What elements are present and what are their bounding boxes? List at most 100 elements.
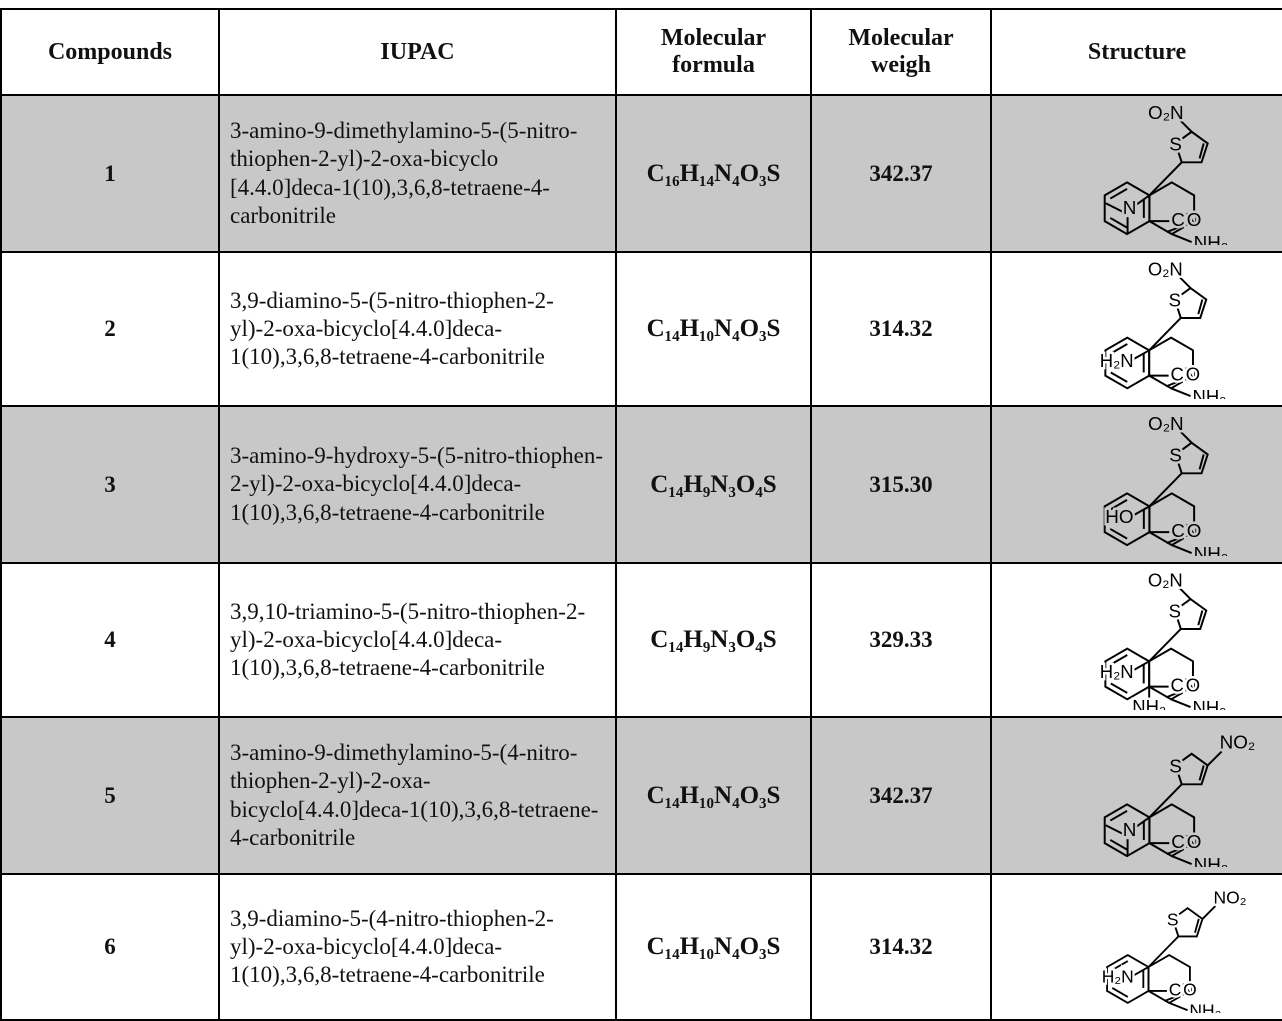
molecular-formula: C₁₄H₁₀N₄O₃S: [615, 716, 812, 875]
bond: [1179, 430, 1193, 444]
table-row: 6 3,9-diamino-5-(4-nitro-thiophen-2-yl)-2…: [0, 873, 1282, 1021]
molecular-weight: 329.33: [810, 562, 992, 718]
structure-drawing: [1104, 275, 1208, 397]
structure-drawing: [1104, 586, 1208, 708]
molecular-formula: C₁₄H₁₀N₄O₃S: [615, 251, 812, 407]
compound-number: 2: [0, 251, 220, 407]
table-row: 4 3,9,10-triamino-5-(5-nitro-thiophen-2-y…: [0, 562, 1282, 720]
atom-label: S: [1167, 909, 1179, 929]
bond: [1148, 317, 1182, 352]
molecular-formula: C₁₄H₉N₃O₄S: [615, 562, 812, 718]
atom-label: NH₂: [1194, 232, 1229, 245]
bond: [1165, 376, 1189, 388]
header-cell: Structure: [990, 8, 1282, 96]
atom-label: O: [1186, 364, 1200, 385]
bond: [1133, 505, 1150, 517]
compound-number: 3: [0, 405, 220, 564]
bond: [1171, 544, 1193, 554]
bond: [1110, 343, 1128, 355]
bond: [1134, 816, 1151, 829]
bond: [1171, 233, 1193, 243]
structure-cell: S NO₂ CN NH₂ O N: [990, 716, 1282, 877]
atom-label: S: [1169, 289, 1181, 310]
structure-cell: S O₂N CN NH₂ O H₂N: [990, 251, 1282, 409]
atom-label: NH₂: [1194, 854, 1229, 867]
iupac-name: 3,9-diamino-5-(4-nitro-thiophen-2-yl)-2-…: [218, 873, 617, 1021]
bond: [1198, 454, 1205, 470]
atom-label: S: [1169, 755, 1182, 776]
structure-drawing: [1103, 119, 1209, 243]
structure-cell: S O₂N CN NH₂ O N: [990, 94, 1282, 255]
header-row: Compounds IUPAC Molecular formula Molecu…: [0, 8, 1282, 96]
bond: [1133, 660, 1150, 671]
bond: [1109, 839, 1128, 851]
atom-label: O: [1187, 831, 1202, 852]
ring: [1174, 441, 1209, 475]
structure-cell: S O₂N CN NH₂ O H₂N NH₂: [990, 562, 1282, 720]
bond: [1111, 960, 1129, 971]
bond: [1171, 855, 1193, 865]
atom-label: O: [1187, 209, 1202, 230]
atom-label: NH₂: [1192, 697, 1226, 710]
bond: [1198, 765, 1205, 781]
bond: [1166, 844, 1190, 856]
atom-label: O₂N: [1148, 102, 1184, 123]
ring: [1174, 130, 1209, 164]
ring: [1148, 336, 1194, 390]
table-row: 3 3-amino-9-hydroxy-5-(5-nitro-thiophen-2…: [0, 405, 1282, 566]
bond: [1179, 119, 1193, 133]
iupac-name: 3-amino-9-dimethylamino-5-(5-nitro-thiop…: [218, 94, 617, 253]
atom-label: S: [1169, 444, 1182, 465]
atom-label: CN: [1171, 675, 1198, 696]
bond: [1111, 987, 1129, 998]
atom-label: NO₂: [1220, 732, 1256, 753]
molecular-formula: C₁₄H₉N₃O₄S: [615, 405, 812, 564]
atom-label: O₂N: [1148, 413, 1184, 434]
ring: [1173, 286, 1208, 319]
atom-label: CN: [1171, 831, 1198, 852]
header-cell: Compounds: [0, 8, 220, 96]
bond: [1109, 810, 1128, 822]
molecular-formula: C₁₆H₁₄N₄O₃S: [615, 94, 812, 253]
atom-label: NH₂: [1132, 696, 1166, 710]
atom-label: S: [1169, 600, 1181, 621]
structure-drawing: [1106, 905, 1217, 1012]
structure-drawing: [1103, 430, 1209, 554]
ring: [1174, 752, 1209, 786]
bond: [1105, 202, 1125, 214]
atom-label: CN: [1171, 520, 1198, 541]
bond: [1110, 654, 1128, 666]
atom-label: O₂N: [1148, 569, 1183, 590]
compound-number: 1: [0, 94, 220, 253]
bond: [1148, 783, 1183, 819]
molecular-weight: 315.30: [810, 405, 992, 564]
structure-drawing: [1103, 750, 1223, 865]
structure: S O₂N CN NH₂ O HO: [1103, 410, 1231, 566]
bond: [1148, 161, 1183, 197]
atom-label: CN: [1171, 364, 1198, 385]
atom-label: O₂N: [1148, 258, 1183, 279]
bond: [1105, 824, 1125, 836]
bond: [1170, 698, 1191, 708]
bond: [1133, 966, 1149, 977]
atom-label: CN: [1171, 209, 1198, 230]
bond: [1109, 188, 1128, 200]
atom-label: HO: [1105, 506, 1133, 527]
atom-label: H₂N: [1100, 661, 1134, 682]
iupac-name: 3-amino-9-hydroxy-5-(5-nitro-thiophen-2-…: [218, 405, 617, 564]
molecular-formula: C₁₄H₁₀N₄O₃S: [615, 873, 812, 1021]
structure: S O₂N CN NH₂ O N: [1103, 99, 1231, 255]
bond: [1110, 682, 1128, 694]
structure-cell: S O₂N CN NH₂ O HO: [990, 405, 1282, 566]
structure-cell: S NO₂ CN NH₂ O H₂N: [990, 873, 1282, 1021]
iupac-name: 3,9,10-triamino-5-(5-nitro-thiophen-2-yl…: [218, 562, 617, 718]
bond: [1194, 918, 1200, 933]
atom-label: NO₂: [1214, 887, 1247, 907]
atom-label: N: [1123, 819, 1137, 840]
structure: S NO₂ CN NH₂ O N: [1103, 729, 1258, 877]
bond: [1164, 991, 1186, 1002]
header-cell: IUPAC: [218, 8, 617, 96]
bond: [1201, 905, 1217, 920]
bond: [1109, 217, 1128, 229]
